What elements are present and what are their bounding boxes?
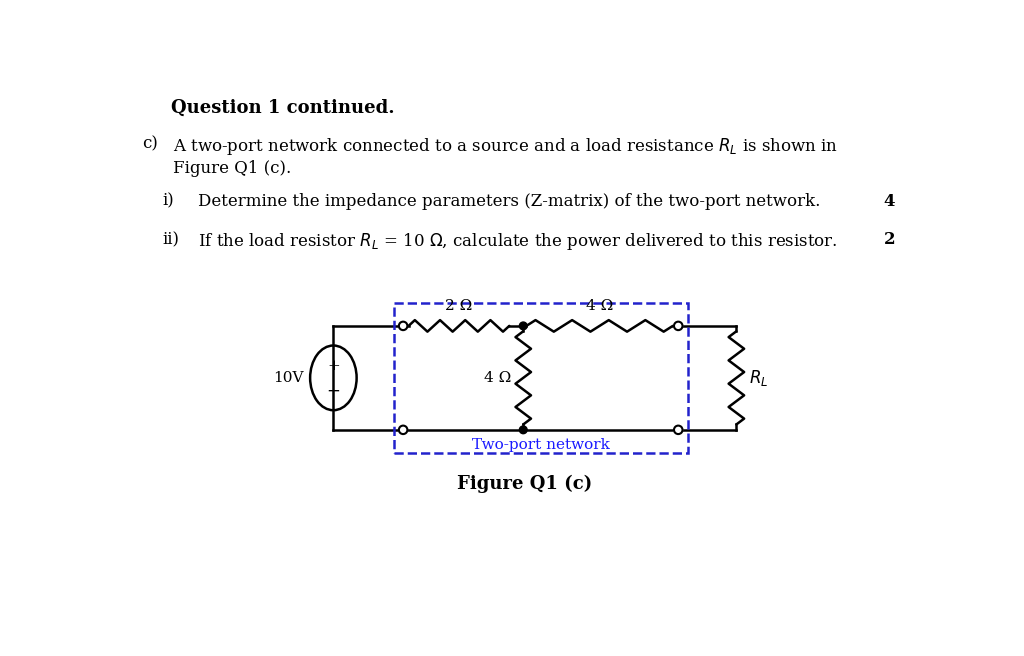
- Text: c): c): [142, 136, 158, 153]
- Text: i): i): [163, 193, 175, 210]
- Text: ii): ii): [163, 231, 180, 248]
- Circle shape: [674, 321, 683, 330]
- Text: Two-port network: Two-port network: [472, 438, 609, 451]
- Circle shape: [674, 426, 683, 434]
- Circle shape: [399, 426, 408, 434]
- Text: Determine the impedance parameters (Z-matrix) of the two-port network.: Determine the impedance parameters (Z-ma…: [198, 193, 820, 210]
- Text: 10V: 10V: [273, 371, 304, 385]
- Text: A two-port network connected to a source and a load resistance $R_L$ is shown in: A two-port network connected to a source…: [173, 136, 838, 157]
- Text: 2 Ω: 2 Ω: [445, 298, 472, 313]
- Text: 4 Ω: 4 Ω: [586, 298, 613, 313]
- Text: Figure Q1 (c).: Figure Q1 (c).: [173, 160, 291, 177]
- Circle shape: [399, 321, 408, 330]
- Text: 4: 4: [884, 193, 895, 210]
- Text: $R_L$: $R_L$: [749, 368, 768, 388]
- Text: +: +: [327, 359, 340, 373]
- Text: If the load resistor $R_L$ = 10 $\Omega$, calculate the power delivered to this : If the load resistor $R_L$ = 10 $\Omega$…: [198, 231, 838, 252]
- Text: Question 1 continued.: Question 1 continued.: [171, 99, 394, 117]
- Circle shape: [519, 426, 527, 434]
- Text: 4 Ω: 4 Ω: [483, 371, 511, 385]
- Text: 2: 2: [884, 231, 895, 248]
- Text: Figure Q1 (c): Figure Q1 (c): [457, 474, 593, 493]
- Bar: [394, 303, 687, 453]
- Text: −: −: [327, 382, 340, 400]
- Circle shape: [519, 322, 527, 330]
